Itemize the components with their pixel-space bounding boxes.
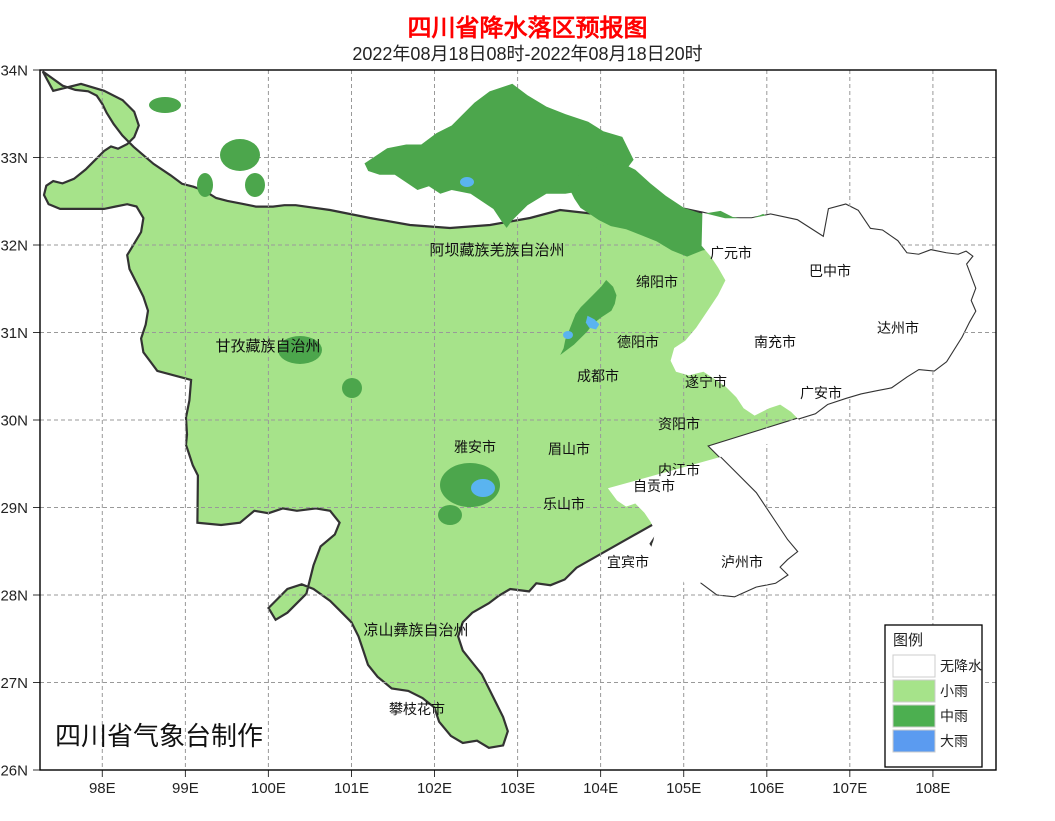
svg-text:102E: 102E bbox=[417, 780, 452, 797]
svg-text:德阳市: 德阳市 bbox=[617, 334, 659, 350]
svg-text:雅安市: 雅安市 bbox=[454, 439, 496, 455]
svg-text:小雨: 小雨 bbox=[940, 683, 968, 699]
svg-text:99E: 99E bbox=[172, 780, 199, 797]
svg-text:105E: 105E bbox=[666, 780, 701, 797]
svg-text:宜宾市: 宜宾市 bbox=[607, 554, 649, 570]
svg-text:33N: 33N bbox=[0, 150, 28, 167]
svg-text:成都市: 成都市 bbox=[577, 368, 619, 384]
svg-text:凉山彝族自治州: 凉山彝族自治州 bbox=[363, 622, 468, 639]
svg-text:绵阳市: 绵阳市 bbox=[636, 274, 678, 290]
svg-text:内江市: 内江市 bbox=[658, 462, 700, 478]
svg-text:遂宁市: 遂宁市 bbox=[685, 374, 727, 390]
svg-text:攀枝花市: 攀枝花市 bbox=[389, 701, 445, 717]
svg-text:达州市: 达州市 bbox=[877, 320, 919, 336]
svg-text:29N: 29N bbox=[0, 500, 28, 517]
svg-text:31N: 31N bbox=[0, 325, 28, 342]
svg-text:106E: 106E bbox=[749, 780, 784, 797]
svg-text:巴中市: 巴中市 bbox=[809, 263, 851, 279]
svg-text:广元市: 广元市 bbox=[710, 245, 752, 261]
svg-text:30N: 30N bbox=[0, 413, 28, 430]
svg-text:32N: 32N bbox=[0, 238, 28, 255]
svg-text:107E: 107E bbox=[832, 780, 867, 797]
svg-text:104E: 104E bbox=[583, 780, 618, 797]
svg-text:34N: 34N bbox=[0, 63, 28, 80]
svg-text:泸州市: 泸州市 bbox=[721, 554, 763, 570]
svg-text:资阳市: 资阳市 bbox=[658, 416, 700, 432]
svg-text:图例: 图例 bbox=[893, 632, 923, 649]
svg-text:四川省气象台制作: 四川省气象台制作 bbox=[55, 721, 263, 751]
svg-text:108E: 108E bbox=[915, 780, 950, 797]
svg-text:甘孜藏族自治州: 甘孜藏族自治州 bbox=[215, 338, 320, 355]
svg-text:27N: 27N bbox=[0, 675, 28, 692]
svg-text:眉山市: 眉山市 bbox=[548, 441, 590, 457]
svg-text:乐山市: 乐山市 bbox=[543, 496, 585, 512]
svg-text:28N: 28N bbox=[0, 588, 28, 605]
svg-text:自贡市: 自贡市 bbox=[633, 478, 675, 494]
svg-text:广安市: 广安市 bbox=[800, 385, 842, 401]
svg-text:南充市: 南充市 bbox=[754, 334, 796, 350]
svg-text:大雨: 大雨 bbox=[940, 733, 968, 749]
svg-text:98E: 98E bbox=[89, 780, 116, 797]
svg-text:103E: 103E bbox=[500, 780, 535, 797]
svg-text:101E: 101E bbox=[334, 780, 369, 797]
svg-text:阿坝藏族羌族自治州: 阿坝藏族羌族自治州 bbox=[429, 242, 564, 259]
svg-text:中雨: 中雨 bbox=[940, 708, 968, 724]
svg-text:无降水: 无降水 bbox=[940, 658, 982, 674]
svg-text:100E: 100E bbox=[251, 780, 286, 797]
svg-text:26N: 26N bbox=[0, 763, 28, 780]
